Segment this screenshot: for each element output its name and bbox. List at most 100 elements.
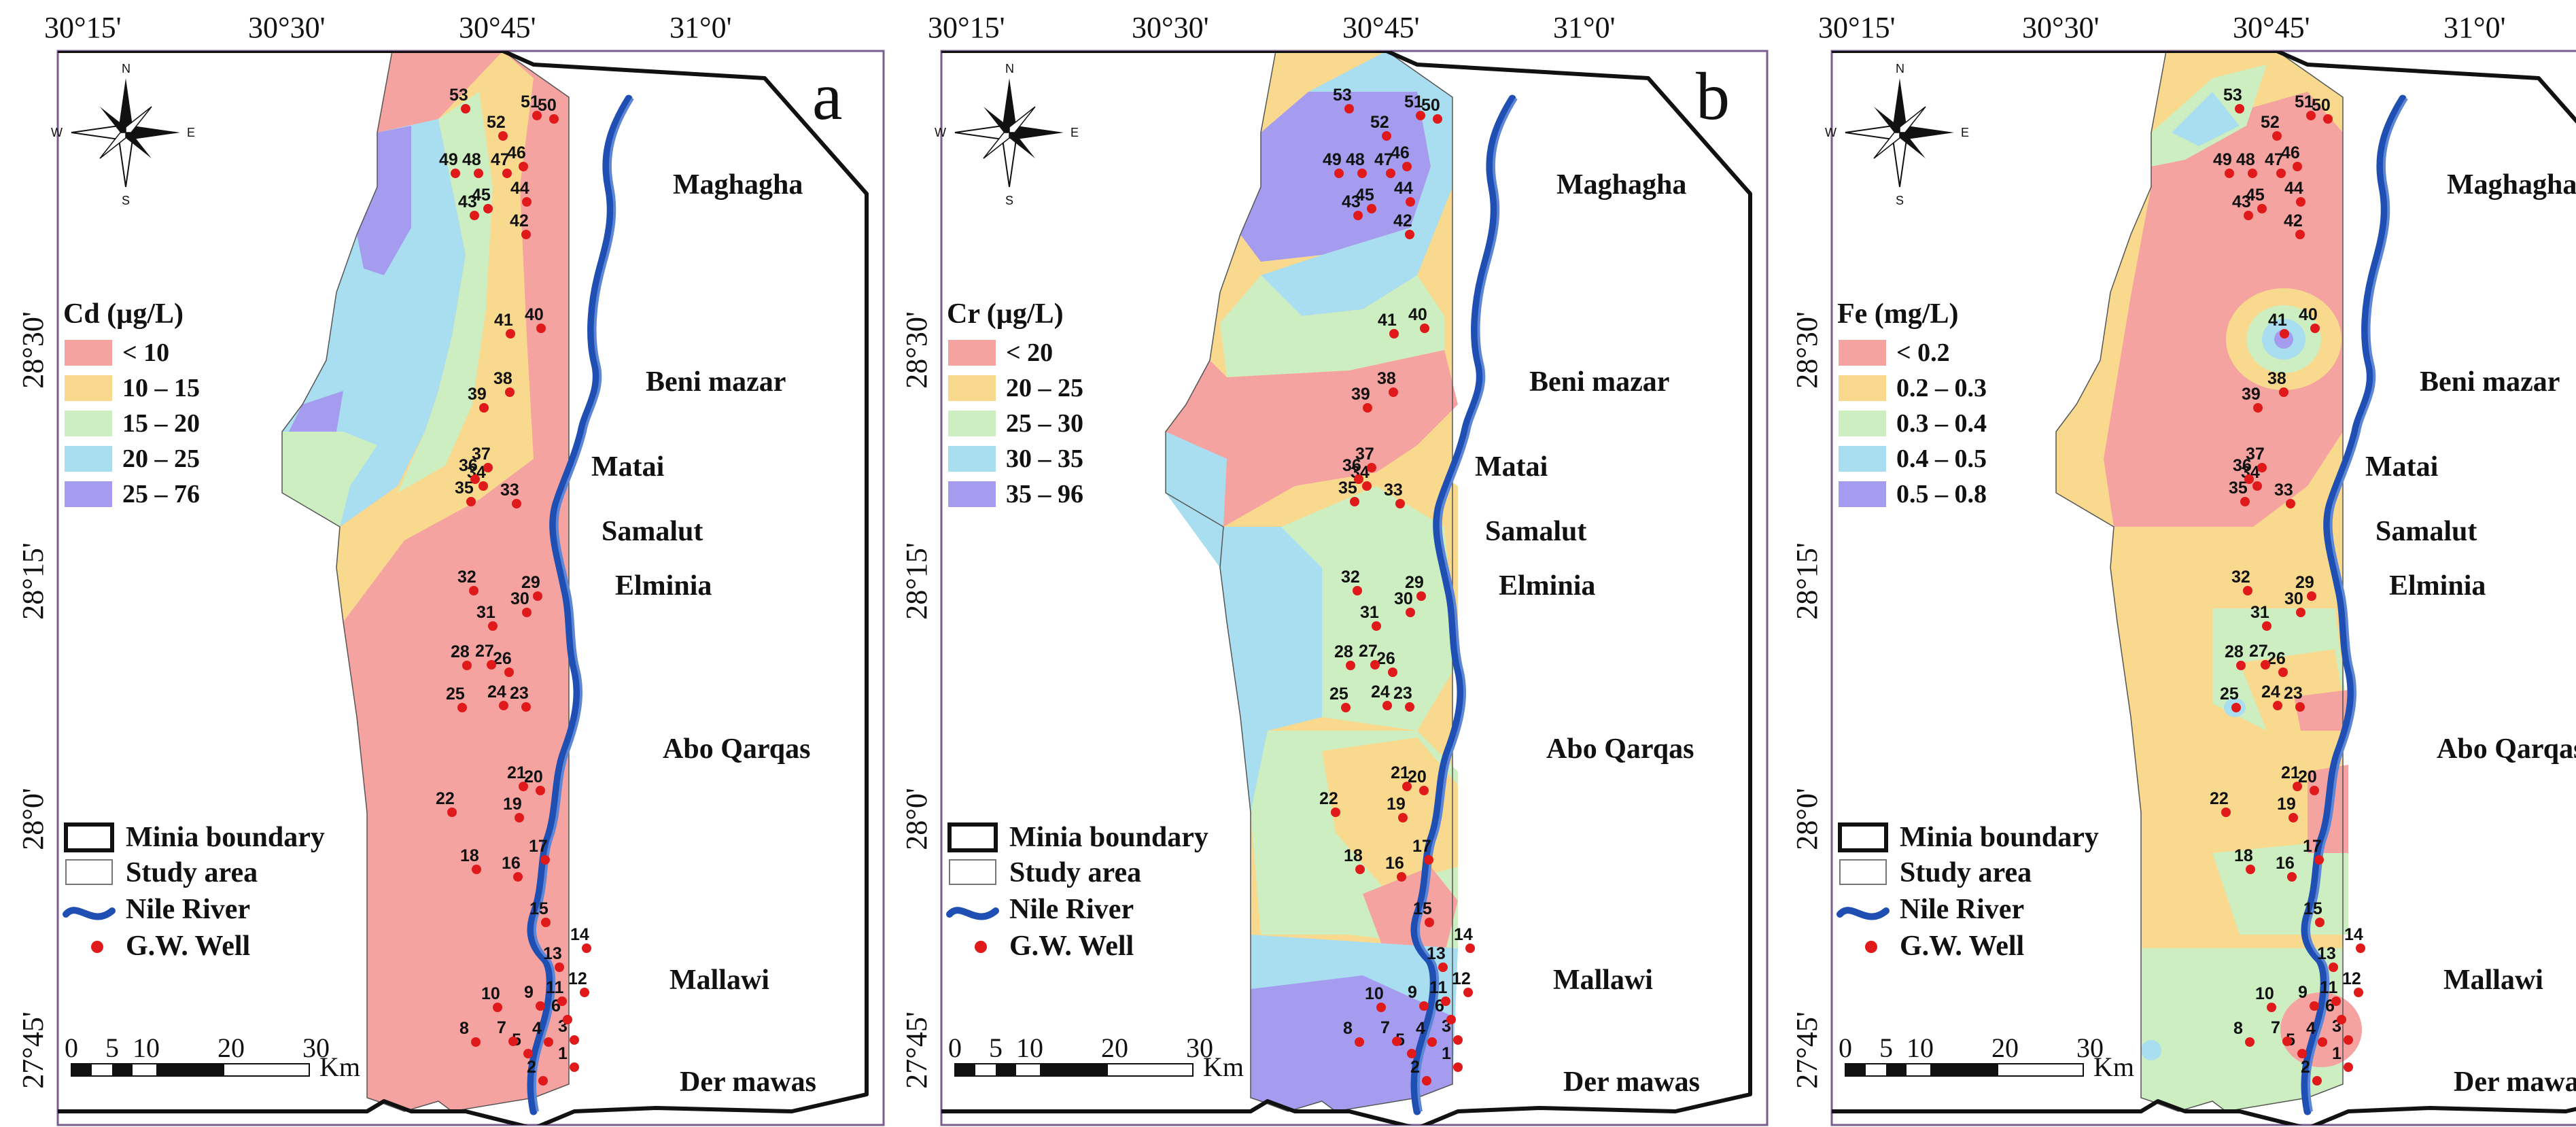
well-label: 30 (2284, 589, 2303, 608)
legend-study-swatch (1839, 859, 1887, 885)
minia-boundary (941, 51, 1752, 1125)
legend-label: 10 – 15 (122, 374, 200, 402)
svg-text:E: E (187, 126, 195, 139)
well-label: 53 (1333, 86, 1352, 105)
well-marker (2310, 324, 2320, 333)
well-label: 24 (2261, 682, 2280, 701)
well-marker (2276, 169, 2286, 178)
well-marker (2262, 621, 2272, 631)
well-label: 19 (1387, 795, 1406, 814)
legend-swatch (65, 340, 112, 366)
legend-label: 15 – 20 (122, 409, 200, 438)
legend-study-swatch (65, 859, 113, 885)
town-label: Beni mazar (1529, 366, 1669, 398)
well-marker (505, 387, 515, 397)
well-marker (1382, 701, 1392, 710)
legend-label: Minia boundary (1009, 822, 1208, 853)
well-marker (1367, 204, 1376, 213)
well-marker (2245, 1037, 2255, 1047)
legend-label: Study area (126, 857, 258, 888)
legend-label: 20 – 25 (1006, 374, 1083, 402)
well-label: 2 (527, 1058, 536, 1077)
map-panel-c: 1234567891011121314151617181920212223242… (1825, 50, 2576, 1126)
well-label: 52 (487, 113, 506, 132)
well-marker (1420, 324, 1429, 333)
well-label: 43 (2232, 192, 2251, 211)
well-marker (1425, 918, 1434, 927)
well-label: 4 (1416, 1019, 1425, 1038)
well-label: 38 (2267, 369, 2286, 388)
well-label: 13 (1427, 944, 1446, 963)
town-label: Abo Qarqas (1546, 733, 1694, 765)
well-label: 12 (1452, 969, 1471, 988)
well-marker (2314, 855, 2324, 865)
well-label: 32 (457, 568, 476, 587)
well-label: 39 (2242, 385, 2261, 404)
well-label: 51 (2295, 92, 2314, 111)
well-marker (2240, 497, 2250, 506)
well-marker (499, 701, 508, 710)
well-label: 31 (2250, 603, 2269, 622)
well-label: 35 (2229, 479, 2248, 498)
legend-label: 25 – 30 (1006, 409, 1083, 438)
well-marker (544, 1037, 553, 1047)
legend-label: < 10 (122, 339, 169, 367)
well-label: 12 (568, 969, 587, 988)
well-label: 18 (2234, 846, 2253, 865)
well-label: 45 (472, 186, 491, 205)
well-marker (2288, 813, 2298, 822)
well-marker (1407, 1049, 1416, 1058)
scale-label: 0 (65, 1033, 78, 1063)
well-marker (2261, 660, 2270, 670)
legend-swatch (65, 411, 112, 436)
well-label: 28 (451, 642, 470, 661)
well-marker (2323, 114, 2333, 124)
well-label: 28 (1334, 642, 1353, 661)
well-marker (1372, 621, 1381, 631)
well-marker (519, 782, 528, 791)
svg-text:S: S (1005, 194, 1013, 207)
well-marker (2296, 608, 2305, 617)
well-marker (522, 608, 532, 617)
legend-boundary-swatch (947, 822, 998, 852)
well-label: 35 (1338, 479, 1357, 498)
well-marker (1397, 872, 1406, 882)
nile-river-branch (1416, 97, 1518, 1112)
longitude-tick-label: 31°0' (1553, 11, 1616, 44)
latitude-tick-label: 28°30' (16, 311, 50, 389)
legend-title: Cr (µg/L) (947, 298, 1064, 330)
legend-label: 20 – 25 (122, 445, 200, 473)
scale-unit: Km (319, 1052, 360, 1082)
well-marker (447, 808, 457, 817)
well-label: 50 (538, 96, 557, 115)
legend-label: Minia boundary (1900, 822, 2099, 853)
longitude-tick-label: 30°15' (1818, 11, 1896, 44)
well-label: 7 (497, 1018, 506, 1037)
well-marker (533, 591, 542, 601)
well-label: 51 (521, 92, 540, 111)
interpolation-zones (2056, 51, 2362, 1111)
well-marker (2354, 988, 2363, 997)
town-label: Der mawas (1563, 1067, 1700, 1098)
well-marker (2235, 104, 2244, 114)
well-label: 23 (2284, 684, 2303, 703)
latitude-tick-label: 28°15' (1790, 542, 1824, 620)
well-label: 50 (1421, 96, 1440, 115)
legend-label: G.W. Well (1009, 931, 1134, 962)
minia-boundary (1832, 51, 2576, 1125)
well-marker (2337, 1015, 2346, 1024)
well-label: 30 (510, 589, 529, 608)
well-marker (466, 497, 476, 506)
well-label: 45 (1355, 186, 1374, 205)
well-marker (1441, 996, 1450, 1006)
longitude-tick-label: 30°45' (2233, 11, 2310, 44)
well-marker (506, 329, 515, 339)
well-marker (2310, 786, 2319, 795)
well-label: 36 (459, 456, 478, 475)
well-label: 42 (1393, 211, 1412, 230)
legend-label: Nile River (1009, 894, 1134, 925)
well-marker (483, 463, 493, 472)
legend-study-swatch (949, 859, 996, 885)
well-label: 9 (524, 983, 534, 1002)
